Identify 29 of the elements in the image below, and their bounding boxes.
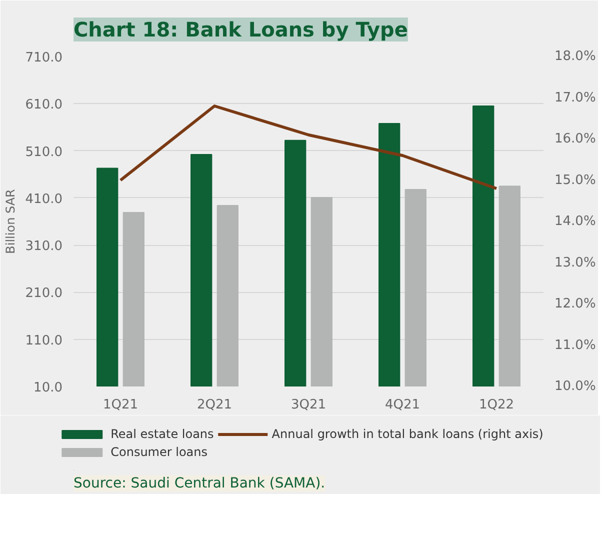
legend-label: Consumer loans (110, 444, 208, 458)
x-tick-label: 4Q21 (384, 398, 420, 412)
y-tick-label: 510.0 (25, 144, 62, 160)
y-tick-label: 310.0 (25, 239, 62, 254)
x-tick-label: 1Q22 (478, 398, 514, 412)
y2-tick-label: 14.0% (554, 214, 596, 229)
y2-tick-label: 10.0% (554, 379, 596, 394)
y2-tick-label: 13.0% (554, 255, 596, 270)
y-tick-label: 210.0 (25, 286, 62, 302)
line-series (119, 104, 498, 190)
y2-tick-label: 17.0% (554, 90, 596, 106)
y-axis-title: Billion SAR (3, 189, 18, 254)
legend-label: Real estate loans (110, 426, 214, 440)
x-tick-label: 1Q21 (102, 398, 138, 412)
y-tick-label: 10.0 (34, 380, 63, 396)
y2-tick-label: 18.0% (554, 49, 596, 64)
source-note: Source: Saudi Central Bank (SAMA). (74, 476, 326, 492)
y2-tick-label: 16.0% (554, 132, 596, 146)
y2-tick-label: 12.0% (554, 296, 596, 312)
y-tick-label: 710.0 (25, 50, 62, 66)
y-tick-label: 410.0 (25, 192, 62, 207)
y2-tick-label: 11.0% (554, 338, 596, 353)
chart-title: Chart 18: Bank Loans by Type (74, 18, 408, 42)
x-tick-label: 3Q21 (290, 398, 326, 412)
legend-label: Annual growth in total bank loans (right axis) (272, 426, 544, 440)
y-tick-label: 610.0 (25, 98, 62, 113)
x-tick-label: 2Q21 (196, 398, 232, 412)
y2-tick-label: 15.0% (554, 172, 596, 188)
y-tick-label: 110.0 (25, 333, 62, 348)
